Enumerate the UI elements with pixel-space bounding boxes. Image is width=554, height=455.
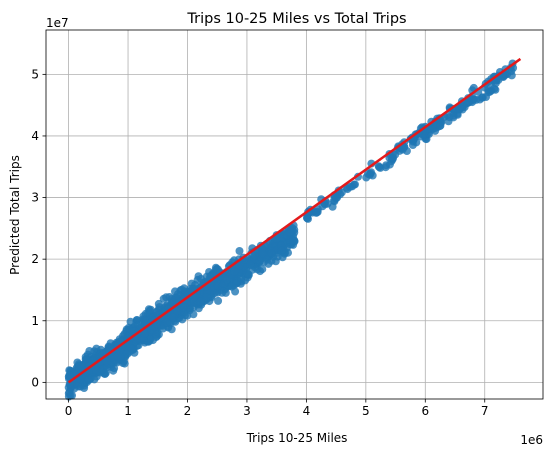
x-tick-label: 5 xyxy=(362,404,370,418)
scatter-point xyxy=(221,288,230,297)
scatter-point xyxy=(113,352,122,361)
scatter-point xyxy=(419,130,428,139)
scatter-point xyxy=(351,180,359,189)
scatter-point xyxy=(428,125,437,134)
scatter-point xyxy=(472,95,481,104)
scatter-point xyxy=(124,323,133,332)
scatter-point xyxy=(109,366,118,375)
x-tick-label: 6 xyxy=(421,404,429,418)
scatter-point xyxy=(85,347,94,355)
scatter-point xyxy=(146,335,155,344)
scatter-point xyxy=(232,279,241,288)
x-ticks: 0 1 2 3 4 5 6 7 xyxy=(65,399,489,418)
scatter-point xyxy=(120,359,129,368)
scatter-point xyxy=(178,315,187,324)
scatter-point xyxy=(167,325,176,334)
scatter-point xyxy=(190,297,199,306)
scatter-point xyxy=(102,357,111,366)
scatter-point xyxy=(246,260,255,269)
scatter-point xyxy=(235,247,244,255)
scatter-point xyxy=(328,202,337,211)
scatter-point xyxy=(264,259,273,268)
y-tick-label: 0 xyxy=(31,375,39,389)
scatter-point xyxy=(84,376,93,384)
scatter-point xyxy=(389,154,398,162)
scatter-point xyxy=(486,87,495,96)
x-tick-label: 0 xyxy=(65,404,73,418)
scatter-point xyxy=(231,287,240,296)
scatter-point xyxy=(202,293,211,302)
scatter-point xyxy=(267,249,276,258)
x-tick-label: 4 xyxy=(303,404,311,418)
scatter-point xyxy=(454,105,463,114)
scatter-point xyxy=(74,382,83,391)
regression-line-group xyxy=(67,57,522,384)
chart-title: Trips 10-25 Miles vs Total Trips xyxy=(186,11,406,27)
scatter-point xyxy=(140,329,149,338)
x-tick-label: 7 xyxy=(481,404,489,418)
x-tick-label: 3 xyxy=(243,404,251,418)
scatter-point xyxy=(179,303,188,312)
y-tick-label: 2 xyxy=(31,252,39,266)
scatter-point xyxy=(445,113,454,122)
scatter-point xyxy=(152,330,161,339)
y-axis-label: Predicted Total Trips xyxy=(8,155,22,275)
scatter-point xyxy=(362,173,371,182)
scatter-point xyxy=(159,294,168,303)
scatter-point xyxy=(90,375,99,384)
scatter-point xyxy=(398,145,407,154)
scatter-point xyxy=(258,265,267,274)
x-tick-label: 2 xyxy=(184,404,192,418)
y-tick-label: 4 xyxy=(31,129,39,143)
x-tick-label: 1 xyxy=(124,404,132,418)
scatter-points xyxy=(64,59,518,401)
scatter-point xyxy=(196,297,205,306)
scatter-point xyxy=(126,317,135,326)
scatter-point xyxy=(278,253,287,262)
scatter-point xyxy=(162,318,171,327)
scatter-point xyxy=(106,339,115,348)
regression-line xyxy=(67,57,522,384)
scatter-point xyxy=(65,371,74,380)
scatter-point xyxy=(235,262,244,270)
scatter-point xyxy=(331,194,340,203)
scatter-point xyxy=(343,185,352,194)
scatter-point xyxy=(222,275,231,284)
scatter-point xyxy=(303,214,311,222)
plot-frame xyxy=(45,29,544,400)
scatter-point xyxy=(202,272,211,281)
scatter-point xyxy=(436,121,445,130)
scatter-point xyxy=(154,299,163,308)
scatter-point xyxy=(507,71,516,80)
y-tick-label: 1 xyxy=(31,314,39,328)
x-offset-text: 1e6 xyxy=(520,433,543,447)
scatter-point xyxy=(169,313,178,322)
y-tick-label: 5 xyxy=(31,67,39,81)
scatter-point xyxy=(258,249,267,258)
x-axis-label: Trips 10-25 Miles xyxy=(246,431,348,445)
scatter-point xyxy=(318,202,327,211)
scatter-point xyxy=(115,335,124,344)
scatter-point xyxy=(101,369,110,377)
scatter-point xyxy=(140,315,149,324)
scatter-point xyxy=(277,246,286,255)
scatter-point xyxy=(250,251,259,260)
scatter-point xyxy=(272,234,281,243)
scatter-point xyxy=(375,163,384,172)
y-ticks: 0 1 2 3 4 5 xyxy=(31,67,46,389)
scatter-point xyxy=(65,380,74,389)
y-tick-label: 3 xyxy=(31,191,39,205)
scatter-point xyxy=(230,267,239,276)
y-offset-text: 1e7 xyxy=(46,16,69,30)
scatter-point xyxy=(214,296,223,305)
scatter-point xyxy=(464,98,473,107)
scatter-point xyxy=(285,228,294,237)
